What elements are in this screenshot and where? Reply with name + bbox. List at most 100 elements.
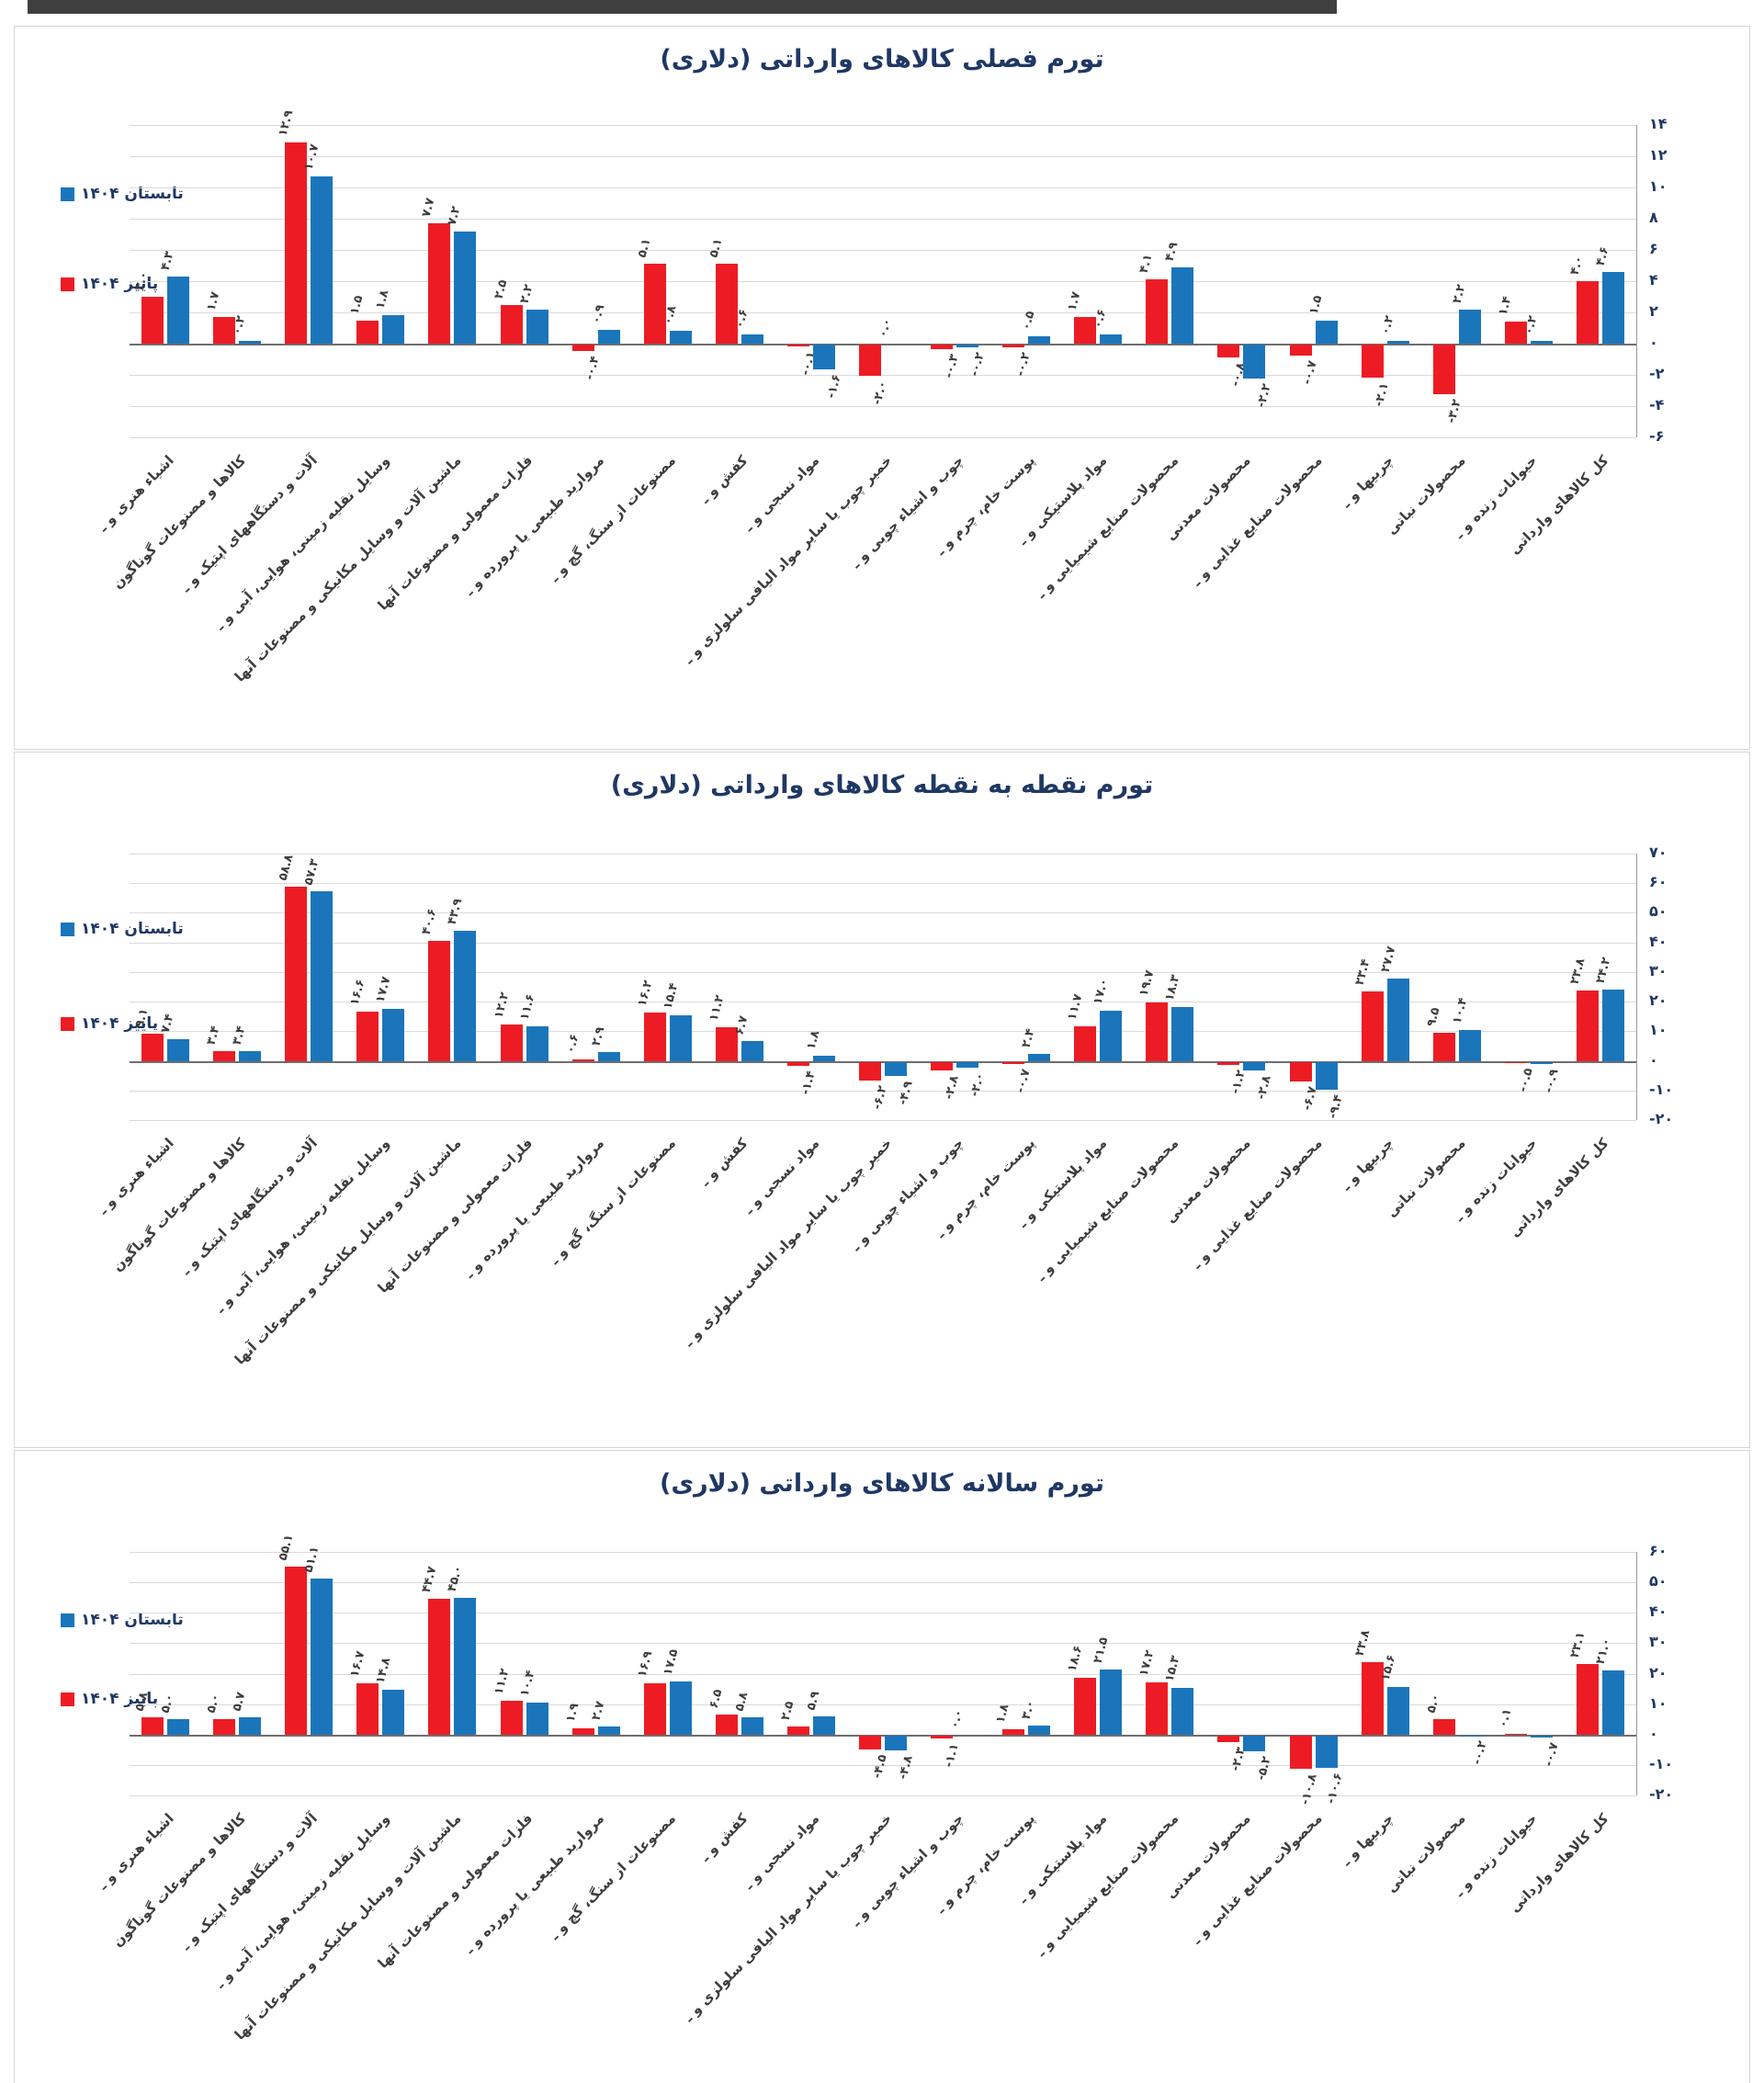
bar-summer	[311, 890, 334, 1061]
bar-summer	[1028, 335, 1051, 344]
bar-value-label: ۱۶.۶	[347, 978, 368, 1008]
x-axis-label: محصولات صنایع غذایی و ـ	[1188, 452, 1326, 590]
gridline	[130, 125, 1636, 126]
x-axis-label: مروارید طبیعی یا پرورده و ـ	[461, 452, 608, 599]
bar-value-label: ۰.۰	[876, 317, 895, 339]
bar-value-label: ۵۷.۳	[301, 857, 322, 887]
x-axis-label: کالاها و مصنوعات گوناگون	[108, 1135, 249, 1275]
y-tick-label: ۶۰	[1649, 1542, 1668, 1559]
y-tick-label: ۱۲	[1649, 146, 1668, 164]
x-axis-label: فلزات معمولی و مصنوعات آنها	[374, 1135, 537, 1296]
bar-autumn	[1576, 1664, 1599, 1735]
x-axis-label: مروارید طبیعی یا پرورده و ـ	[461, 1810, 608, 1957]
bar-value-label: -۴.۸	[896, 1753, 916, 1781]
bar-value-label: ۲.۹	[589, 1025, 607, 1048]
bar-autumn	[500, 304, 523, 344]
bar-autumn	[1432, 1032, 1455, 1061]
bar-summer	[1458, 309, 1481, 344]
gridline	[130, 1764, 1636, 1766]
bar-autumn	[859, 345, 881, 376]
x-axis-label: محصولات صنایع غذایی و ـ	[1188, 1810, 1326, 1948]
bar-value-label: ۲.۲	[517, 282, 536, 305]
bar-summer	[1100, 1669, 1123, 1735]
y-tick-label: -۱۰	[1649, 1080, 1674, 1098]
legend-item-autumn: پاییز ۱۴۰۴	[61, 275, 158, 293]
bar-value-label: ۳.۰	[132, 270, 152, 292]
bar-autumn	[285, 1567, 308, 1735]
top-bar	[28, 0, 1337, 14]
bar-autumn	[571, 1058, 594, 1061]
bar-autumn	[1074, 1025, 1097, 1061]
y-tick-label: ۱۰	[1649, 177, 1668, 195]
bar-value-label: ۰.۱	[1496, 1707, 1515, 1730]
plot-area: ۳.۰ ۱.۷ ۱۲.۹ ۱.۵ ۷.۷ ۲.۵ -۰.۴ ۵.۱ ۵.۱ -۰.۱ -۲.۰ -۰.…	[130, 108, 1637, 438]
x-axis-label: کفش و ـ	[696, 1810, 752, 1865]
y-tick-label: ۰	[1649, 1050, 1658, 1069]
bar-value-label: ۰.۶	[563, 1032, 582, 1055]
bar-value-label: ۵.۹	[804, 1690, 823, 1713]
bar-summer	[1386, 1687, 1409, 1735]
bar-value-label: -۵.۲	[1254, 1754, 1274, 1783]
bar-autumn	[1217, 1061, 1240, 1066]
y-tick-label: -۲	[1649, 365, 1665, 382]
bar-value-label: ۲۱.۵	[1091, 1635, 1112, 1665]
bar-value-label: ۹.۵	[1424, 1005, 1443, 1028]
bar-autumn	[428, 940, 451, 1061]
x-axis-label: کالاها و مصنوعات گوناگون	[108, 1810, 249, 1951]
bar-summer	[526, 1026, 548, 1061]
zero-axis-line	[130, 1734, 1636, 1737]
legend-item-summer: تابستان ۱۴۰۴	[61, 1611, 184, 1629]
y-tick-label: -۲۰	[1649, 1785, 1674, 1803]
bar-autumn	[356, 320, 379, 344]
y-tick-label: ۳۰	[1649, 1633, 1668, 1651]
bar-summer	[669, 331, 692, 344]
y-tick-label: ۷۰	[1649, 843, 1668, 861]
y-axis: ۷۰ ۶۰ ۵۰ ۴۰ ۳۰ ۲۰ ۱۰ ۰ -۱۰ -۲۰	[1649, 843, 1741, 1127]
bar-value-label: ۱.۷	[204, 290, 223, 313]
y-tick-label: ۴۰	[1649, 1602, 1668, 1621]
bar-autumn	[141, 1716, 164, 1735]
gridline	[130, 1031, 1636, 1033]
bar-value-label: ۱.۹	[563, 1702, 582, 1725]
bar-autumn	[1002, 345, 1025, 348]
bar-value-label: ۹.۱	[132, 1007, 152, 1030]
bar-autumn	[1217, 1735, 1240, 1743]
bar-summer	[669, 1681, 692, 1735]
y-tick-label: ۰	[1649, 334, 1658, 351]
bar-summer	[597, 329, 620, 344]
bar-summer	[526, 1703, 548, 1735]
bar-autumn	[1146, 1002, 1169, 1061]
bar-value-label: -۹.۴	[1326, 1092, 1347, 1121]
y-axis: ۱۴ ۱۲ ۱۰ ۸ ۶ ۴ ۲ ۰ -۲ -۴ -۶	[1649, 115, 1741, 445]
bar-autumn	[428, 1598, 451, 1735]
legend-swatch-summer-icon	[61, 1613, 74, 1627]
gridline	[130, 187, 1636, 188]
bar-autumn	[786, 1061, 809, 1067]
bar-value-label: ۱۴.۸	[373, 1656, 394, 1685]
bar-value-label: ۵.۷	[230, 1690, 249, 1713]
gridline	[130, 156, 1636, 157]
bar-summer	[239, 1716, 262, 1735]
bar-value-label: ۷.۷	[419, 197, 438, 220]
y-tick-label: ۵۰	[1649, 1572, 1668, 1591]
bar-value-label: ۰.۶	[1091, 307, 1110, 330]
bar-value-label: ۱۲.۹	[276, 108, 297, 138]
x-axis-label: آلات و دستگاههای اپتیک و ـ	[177, 1810, 321, 1953]
bar-value-label: ۱۶.۲	[635, 979, 656, 1009]
x-axis-label: محصولات صنایع غذایی و ـ	[1188, 1135, 1326, 1273]
bar-autumn	[1002, 1728, 1025, 1735]
bar-value-label: ۱۶.۷	[347, 1649, 368, 1680]
bar-value-label: -۰.۴	[582, 354, 604, 381]
y-tick-label: ۲۰	[1649, 991, 1668, 1010]
x-axis-labels: اشیاء هنری و ـ کالاها و مصنوعات گوناگون آل…	[95, 443, 1636, 755]
legend-label-autumn: پاییز ۱۴۰۴	[81, 275, 159, 293]
bar-value-label: ۵۱.۱	[301, 1545, 322, 1575]
bar-summer	[382, 1008, 405, 1061]
bar-summer	[1386, 340, 1409, 344]
bar-summer	[812, 345, 835, 370]
bar-autumn	[1146, 279, 1169, 344]
bar-value-label: ۲۴.۲	[1593, 955, 1614, 985]
y-tick-label: ۱۰	[1649, 1693, 1668, 1712]
bar-autumn	[141, 297, 164, 344]
bar-summer	[1028, 1725, 1051, 1735]
